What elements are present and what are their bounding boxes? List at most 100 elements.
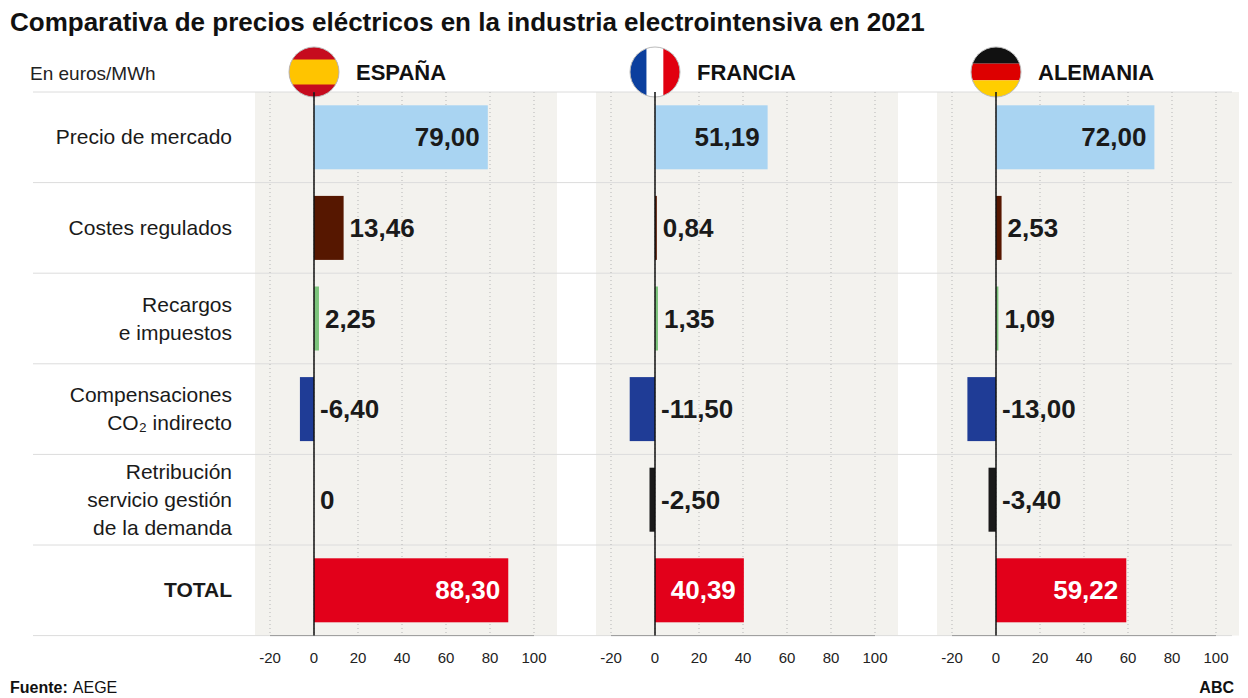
source: Fuente:AEGE [10,679,117,696]
bar [314,105,488,169]
category-label: Recargos e impuestos [119,293,232,344]
data-label: 1,09 [1004,304,1055,334]
flag-border [630,47,680,97]
flag-stripe [663,47,680,97]
data-label: -2,50 [661,485,720,515]
tick-label: 40 [735,649,752,666]
tick-label: 20 [350,649,367,666]
flag-border [289,47,339,97]
bar [300,377,314,441]
grid-line [743,92,744,636]
row-separator [33,545,1232,546]
row-separator [33,454,1232,455]
category-label: Compensaciones CO₂ indirecto [70,383,232,434]
category-label-line: CO₂ indirecto [107,411,232,434]
grid-line [1172,92,1173,636]
category-label-line: e impuestos [119,321,232,344]
bar [655,105,768,169]
tick-label: 80 [823,649,840,666]
tick-label: 0 [992,649,1000,666]
category-label: TOTAL [164,578,232,601]
tick-label: 100 [1203,649,1228,666]
x-axis-line [952,635,1216,636]
grid-line [996,92,997,636]
series-name: ALEMANIA [1038,60,1154,85]
grid-line [655,92,656,636]
flag-stripe [289,60,339,85]
category-label: Costes regulados [69,216,232,239]
zero-line [313,92,315,636]
bars [300,105,508,622]
data-label: -6,40 [320,394,379,424]
bar [989,468,996,532]
grid-line [270,92,271,636]
tick-label: 20 [1032,649,1049,666]
category-label-line: de la demanda [93,516,232,539]
tick-label: 40 [394,649,411,666]
data-label: 1,35 [664,304,715,334]
data-label: 0 [320,485,334,515]
tick-label: 60 [1120,649,1137,666]
bar [996,196,1002,260]
flag-stripe [971,64,1021,81]
flag [289,47,339,97]
grid-line [952,92,953,636]
category-label-line: Costes regulados [69,216,232,239]
bar [967,377,996,441]
category-label-line: servicio gestión [87,488,232,511]
x-axis-line [270,635,534,636]
flag [971,47,1021,97]
bar [314,196,344,260]
grid-line [1040,92,1041,636]
tick-label: 60 [438,649,455,666]
data-label: -13,00 [1002,394,1076,424]
grid-line [490,92,491,636]
row-separator [33,92,1232,93]
bar [630,377,655,441]
data-label: -3,40 [1002,485,1061,515]
bar [655,558,744,622]
flag-stripe [630,47,647,97]
tick-label: 80 [1164,649,1181,666]
row-separator [33,182,1232,183]
flag-stripe [289,47,339,97]
zero-line [995,92,997,636]
category-label-line: Retribución [126,460,232,483]
grid-line [402,92,403,636]
row-separator [33,363,1232,364]
grid-line [1084,92,1085,636]
tick-label: -20 [259,649,281,666]
data-label: 88,30 [435,575,500,605]
grid-line [787,92,788,636]
grid-line [1128,92,1129,636]
category-label-line: Compensaciones [70,383,232,406]
category-label-line: Recargos [142,293,232,316]
grid-line [1216,92,1217,636]
data-label: 2,53 [1008,213,1059,243]
tick-label: 100 [862,649,887,666]
grid-line [314,92,315,636]
category-label-line: TOTAL [164,578,232,601]
category-label: Precio de mercado [56,125,232,148]
data-label: 79,00 [415,122,480,152]
x-axis-line [611,635,875,636]
flag [630,47,680,97]
grid-line [875,92,876,636]
grid-line [831,92,832,636]
grid-line [446,92,447,636]
tick-label: 0 [310,649,318,666]
bar [996,105,1154,169]
credit: ABC [1199,679,1234,696]
data-label: 13,46 [350,213,415,243]
bar [996,558,1126,622]
tick-label: -20 [941,649,963,666]
source-label: Fuente: [10,679,68,696]
title: Comparativa de precios eléctricos en la … [10,7,925,37]
flag-border [971,47,1021,97]
data-label: 51,19 [695,122,760,152]
data-label: -11,50 [661,394,733,424]
flag-stripe [971,47,1021,64]
subtitle: En euros/MWh [30,63,156,84]
tick-label: 60 [779,649,796,666]
tick-label: 100 [521,649,546,666]
